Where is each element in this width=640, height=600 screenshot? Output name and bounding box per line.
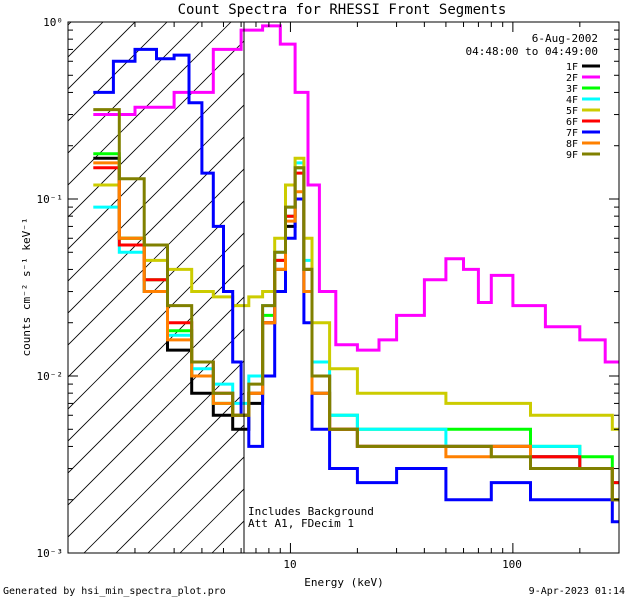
legend-label: 5F <box>566 106 578 117</box>
series-2F <box>93 24 619 364</box>
legend-label: 9F <box>566 150 578 161</box>
chart-title: Count Spectra for RHESSI Front Segments <box>178 2 507 18</box>
legend-label: 8F <box>566 139 578 150</box>
legend-label: 7F <box>566 128 578 139</box>
x-tick-label: 10 <box>283 558 296 571</box>
hatch-line <box>68 22 104 58</box>
generated-by-label: Generated by hsi_min_spectra_plot.pro <box>3 586 226 597</box>
legend-label: 4F <box>566 95 578 106</box>
hatch-line <box>83 392 244 553</box>
y-axis-label: counts cm⁻² s⁻¹ keV⁻¹ <box>20 217 33 356</box>
y-tick-label: 10⁻³ <box>37 547 64 560</box>
y-tick-label: 10⁻¹ <box>37 193 64 206</box>
hatch-line <box>68 328 244 506</box>
series-layer <box>93 24 619 524</box>
background-note: Includes Background <box>248 505 374 518</box>
series-7F <box>93 47 619 524</box>
attenuator-note: Att A1, FDecim 1 <box>248 517 354 530</box>
hatch-line <box>68 22 232 186</box>
legend-label: 6F <box>566 117 578 128</box>
hatch-line <box>68 200 244 378</box>
hatch-line <box>68 168 244 346</box>
plot-frame <box>67 21 620 554</box>
hatch-line <box>68 296 244 474</box>
timestamp-label: 9-Apr-2023 01:14 <box>529 586 625 597</box>
series-9F <box>93 108 619 502</box>
legend-label: 2F <box>566 73 578 84</box>
series-5F <box>93 156 619 431</box>
x-axis-label: Energy (keV) <box>304 576 383 589</box>
hatch-line <box>68 104 244 282</box>
series-1F <box>93 156 619 502</box>
hatch-line <box>115 424 244 553</box>
hatch-line <box>68 360 244 538</box>
hatch-line <box>68 264 244 442</box>
hatch-line <box>68 72 244 250</box>
y-tick-label: 10⁰ <box>43 16 63 29</box>
hatch-line <box>0 0 108 553</box>
legend-label: 3F <box>566 84 578 95</box>
legend-label: 1F <box>566 62 578 73</box>
hatch-line <box>68 22 136 90</box>
x-tick-label: 100 <box>502 558 522 571</box>
hatch-line <box>276 0 640 553</box>
y-tick-label: 10⁻² <box>37 370 64 383</box>
hatch-line <box>68 22 200 154</box>
axis-ticks <box>67 21 620 554</box>
date-label: 6-Aug-2002 <box>532 32 598 45</box>
hatch-line <box>68 40 244 218</box>
time-range-label: 04:48:00 to 04:49:00 <box>466 45 598 58</box>
